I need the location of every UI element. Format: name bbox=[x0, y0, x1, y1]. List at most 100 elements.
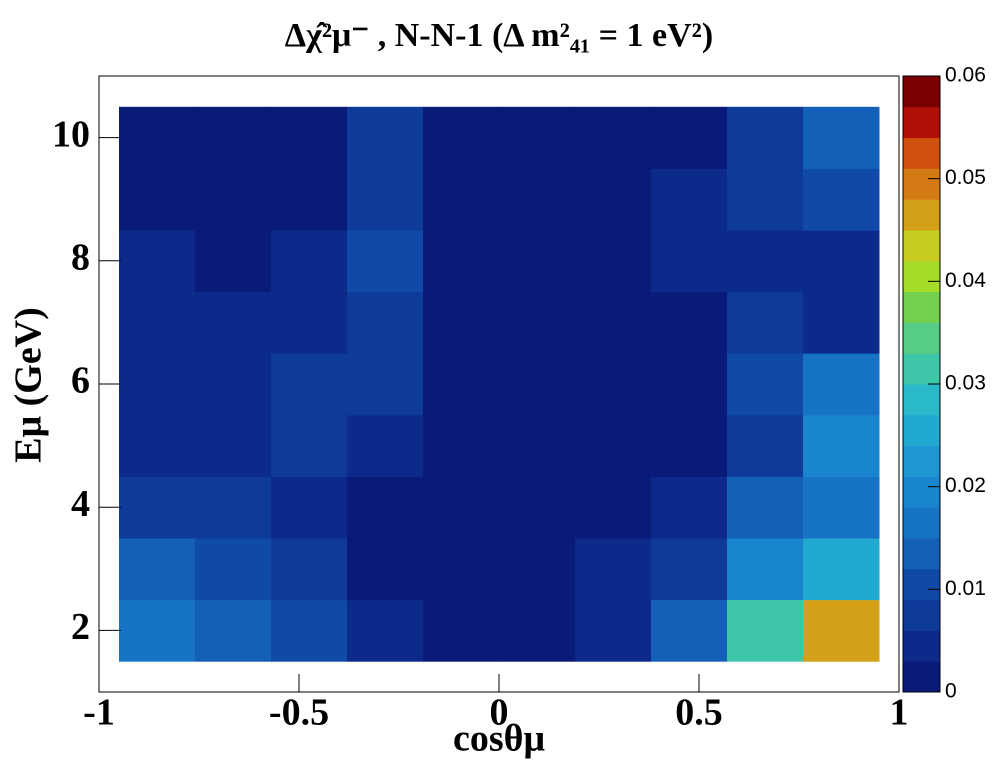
cell bbox=[347, 230, 424, 293]
cell bbox=[195, 538, 272, 601]
colorbar-tick-label: 0.03 bbox=[945, 372, 986, 395]
cell bbox=[651, 538, 728, 601]
cell bbox=[271, 414, 348, 477]
cell bbox=[575, 599, 652, 662]
cell bbox=[271, 476, 348, 539]
cell bbox=[727, 106, 804, 169]
cell bbox=[651, 353, 728, 416]
cell bbox=[119, 414, 196, 477]
colorbar-swatch bbox=[903, 568, 940, 601]
cell bbox=[803, 353, 880, 416]
cell bbox=[119, 168, 196, 231]
colorbar-tick-label: 0 bbox=[945, 680, 957, 703]
cell bbox=[423, 291, 500, 354]
cell bbox=[575, 291, 652, 354]
x-tick-label: 1 bbox=[890, 692, 909, 734]
colorbar-swatch bbox=[903, 445, 940, 477]
cell bbox=[651, 599, 728, 662]
cell bbox=[575, 476, 652, 539]
y-tick-label: 8 bbox=[71, 237, 90, 279]
cell bbox=[727, 476, 804, 539]
colorbar-swatch bbox=[903, 384, 940, 416]
x-tick-label: 0 bbox=[490, 692, 509, 734]
cell bbox=[195, 414, 272, 477]
x-tick-label: -1 bbox=[83, 692, 115, 734]
cell bbox=[347, 353, 424, 416]
cell bbox=[727, 353, 804, 416]
cell bbox=[803, 599, 880, 662]
colorbar-swatch bbox=[903, 230, 940, 262]
cell bbox=[347, 168, 424, 231]
x-tick-label: 0.5 bbox=[675, 692, 723, 734]
cell bbox=[575, 538, 652, 601]
cell bbox=[651, 230, 728, 293]
cell bbox=[195, 106, 272, 169]
cell bbox=[651, 291, 728, 354]
cell bbox=[803, 414, 880, 477]
cell bbox=[195, 599, 272, 662]
cell bbox=[651, 476, 728, 539]
cell bbox=[271, 168, 348, 231]
colorbar-swatch bbox=[903, 291, 940, 323]
cell bbox=[727, 168, 804, 231]
cell bbox=[347, 476, 424, 539]
cell bbox=[803, 538, 880, 601]
colorbar-swatch bbox=[903, 322, 940, 354]
plot-area bbox=[119, 106, 880, 662]
colorbar-swatch bbox=[903, 353, 940, 385]
cell bbox=[195, 353, 272, 416]
y-tick-label: 4 bbox=[71, 483, 90, 525]
cell bbox=[575, 414, 652, 477]
cell bbox=[499, 106, 576, 169]
cell bbox=[727, 230, 804, 293]
y-tick-label: 10 bbox=[52, 113, 90, 155]
cell bbox=[803, 291, 880, 354]
cell bbox=[195, 291, 272, 354]
colorbar-swatch bbox=[903, 538, 940, 570]
cell bbox=[423, 106, 500, 169]
colorbar-swatch bbox=[903, 507, 940, 539]
cell bbox=[271, 230, 348, 293]
cell bbox=[271, 353, 348, 416]
x-axis-label: cosθμ bbox=[453, 718, 545, 760]
cell bbox=[119, 353, 196, 416]
cell bbox=[727, 599, 804, 662]
cell bbox=[423, 414, 500, 477]
x-tick-label: -0.5 bbox=[269, 692, 329, 734]
colorbar-swatch bbox=[903, 599, 940, 631]
cell bbox=[803, 476, 880, 539]
cell bbox=[727, 414, 804, 477]
cell bbox=[575, 230, 652, 293]
y-tick-label: 6 bbox=[71, 360, 90, 402]
cell bbox=[499, 538, 576, 601]
cell bbox=[727, 291, 804, 354]
cell bbox=[651, 414, 728, 477]
cell bbox=[119, 538, 196, 601]
colorbar-tick-label: 0.06 bbox=[945, 64, 986, 87]
y-tick-label: 2 bbox=[71, 606, 90, 648]
colorbar-tick-label: 0.01 bbox=[945, 577, 986, 600]
cell bbox=[271, 291, 348, 354]
cell bbox=[499, 168, 576, 231]
colorbar-tick-label: 0.02 bbox=[945, 474, 986, 497]
colorbar-swatch bbox=[903, 260, 940, 293]
cell bbox=[271, 538, 348, 601]
colorbar-swatch bbox=[903, 476, 940, 508]
cell bbox=[423, 353, 500, 416]
colorbar-swatch bbox=[903, 168, 940, 200]
cell bbox=[119, 291, 196, 354]
cell bbox=[271, 599, 348, 662]
cell bbox=[803, 106, 880, 169]
colorbar-swatch bbox=[903, 76, 940, 108]
cell bbox=[347, 414, 424, 477]
cell bbox=[423, 476, 500, 539]
colorbar-swatch bbox=[903, 661, 940, 693]
cell bbox=[195, 230, 272, 293]
cell bbox=[727, 538, 804, 601]
chart-title: Δχ̂²μ⁻ , N-N-1 (Δ m²₄₁ = 1 eV²) bbox=[285, 17, 713, 54]
cell bbox=[195, 168, 272, 231]
cell bbox=[499, 476, 576, 539]
cell bbox=[499, 353, 576, 416]
colorbar-swatch bbox=[903, 137, 940, 169]
